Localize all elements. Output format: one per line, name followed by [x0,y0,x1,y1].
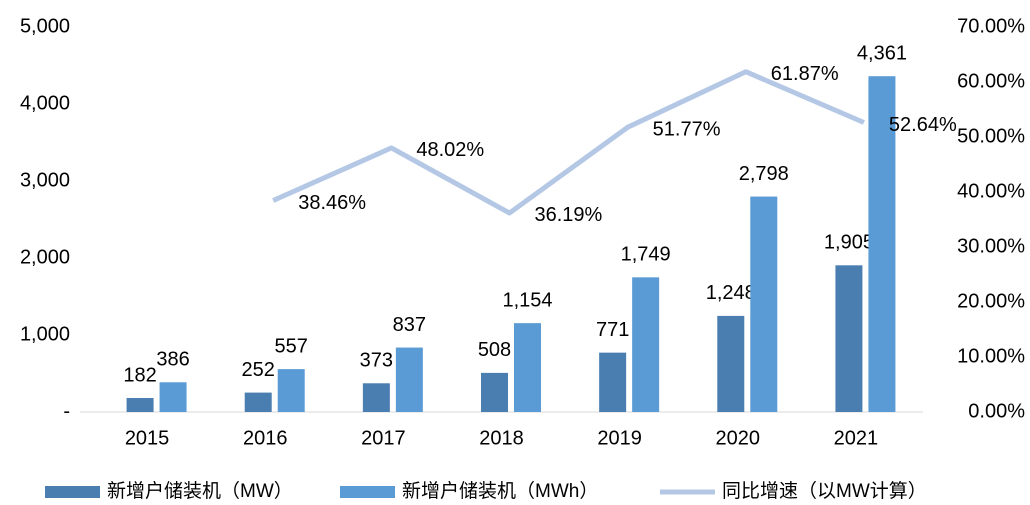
bar [599,352,627,412]
bar [277,369,305,412]
line-value-label: 38.46% [298,192,366,214]
x-tick-label: 2015 [125,427,170,449]
bar-value-label: 771 [596,319,629,341]
bar-value-label: 182 [123,364,156,386]
y-tick-label: 1,000 [20,323,70,345]
bar [750,196,778,412]
y-tick-label: 4,000 [20,92,70,114]
legend-label: 新增户储装机（MWh） [402,480,598,502]
x-tick-label: 2016 [243,427,288,449]
bar [632,277,660,412]
y2-tick-label: 40.00% [957,180,1025,202]
bar [159,382,187,412]
line-value-label: 51.77% [653,119,721,141]
x-tick-label: 2020 [716,427,761,449]
bar-value-label: 508 [478,339,511,361]
y2-tick-label: 70.00% [957,15,1025,37]
bar [514,323,541,412]
legend-label: 新增户储装机（MW） [107,480,293,502]
bar-value-label: 386 [156,349,189,371]
bar-value-label: 1,248 [706,282,756,304]
bar-value-label: 373 [360,350,393,372]
bar-value-label: 2,798 [739,163,789,185]
legend-label: 同比增速（以MW计算） [722,480,927,502]
bar-value-label: 4,361 [857,42,907,64]
x-tick-label: 2019 [597,427,642,449]
y-tick-label: - [63,400,70,422]
line [272,69,865,216]
bar [481,372,508,412]
y2-tick-label: 10.00% [957,345,1025,367]
bar [362,383,390,412]
legend-swatch [45,486,100,498]
y2-tick-label: 50.00% [957,125,1025,147]
y2-tick-label: 60.00% [957,70,1025,92]
bar-value-label: 1,749 [621,244,671,266]
bar [835,265,863,412]
x-tick-label: 2021 [834,427,879,449]
line-value-label: 48.02% [416,139,484,161]
y2-tick-label: 0.00% [968,400,1025,422]
bar-value-label: 557 [275,335,308,357]
y-tick-label: 5,000 [20,15,70,37]
line-value-label: 52.64% [889,114,957,136]
bar [126,397,154,412]
bar-value-label: 1,154 [502,289,552,311]
x-tick-label: 2018 [479,427,524,449]
y-tick-label: 2,000 [20,246,70,268]
bar-value-label: 252 [242,359,275,381]
y2-tick-label: 20.00% [957,290,1025,312]
x-tick-label: 2017 [361,427,406,449]
bar [395,347,423,412]
bar-value-label: 837 [393,314,426,336]
bar-value-label: 1,905 [824,232,874,254]
bar [717,315,745,412]
y-tick-label: 3,000 [20,169,70,191]
line-value-label: 61.87% [771,63,839,85]
y2-tick-label: 30.00% [957,235,1025,257]
bar [244,392,272,412]
legend-swatch [340,486,395,498]
bar [868,76,896,412]
line-value-label: 36.19% [535,204,603,226]
